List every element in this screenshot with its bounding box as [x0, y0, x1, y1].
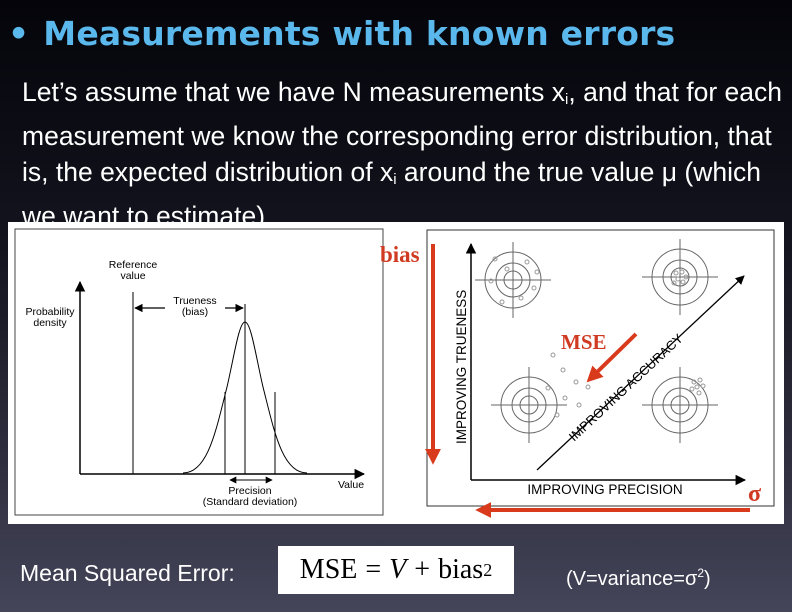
density-label-1: Probability: [25, 306, 75, 318]
precision-label-1: Precision: [228, 485, 271, 497]
bias-label: bias: [380, 242, 420, 267]
trueness-axis-label: IMPROVING TRUENESS: [454, 290, 469, 444]
target-bottom-left: [491, 352, 591, 443]
formula-bias: bias: [438, 554, 484, 585]
title-bullet: •: [8, 14, 30, 53]
formula-equals: =: [365, 554, 382, 585]
formula-plus: +: [414, 554, 431, 585]
formula-mse: MSE: [299, 554, 358, 585]
intro-text-b: , and that for each measurement we know …: [22, 77, 782, 187]
intro-subscript-i: i: [565, 91, 569, 108]
reference-label-2: value: [120, 270, 145, 282]
formula-v: V: [389, 554, 407, 585]
intro-paragraph: Let’s assume that we have N measurements…: [22, 74, 792, 234]
mse-label: MSE: [561, 330, 607, 354]
accuracy-diagonal: [536, 275, 745, 471]
mse-arrow: [586, 332, 638, 383]
mse-caption: Mean Squared Error:: [20, 560, 235, 586]
left-figure-frame: [14, 228, 384, 516]
density-label-2: density: [33, 317, 67, 329]
value-label: Value: [338, 479, 364, 491]
reference-label-1: Reference: [109, 259, 158, 271]
trueness-label-2: (bias): [182, 306, 208, 318]
variance-text: (V=variance=σ: [566, 568, 698, 590]
figure-svg: Reference value Trueness (bias) Probabil…: [14, 228, 775, 518]
title-text: Measurements with known errors: [43, 14, 676, 53]
variance-exponent: 2: [697, 566, 704, 580]
target-top-left: [475, 242, 551, 318]
intro-text-a: Let’s assume that we have N measurements…: [22, 77, 566, 107]
precision-label-2: (Standard deviation): [203, 496, 298, 508]
figure-panel: Reference value Trueness (bias) Probabil…: [8, 222, 784, 524]
sigma-label: σ: [748, 481, 761, 507]
variance-close: ): [704, 568, 711, 590]
variance-note: (V=variance=σ2): [566, 566, 711, 591]
precision-axis-label: IMPROVING PRECISION: [527, 482, 682, 497]
formula-exponent: 2: [483, 559, 493, 580]
gaussian-curve: [182, 321, 308, 474]
mse-formula: MSE = V + bias 2: [278, 546, 514, 594]
target-bottom-right: [642, 367, 718, 443]
slide-title: • Measurements with known errors: [8, 14, 675, 53]
intro-subscript-i2: i: [393, 171, 397, 188]
target-top-right: [642, 239, 718, 315]
trueness-label-1: Trueness: [173, 295, 216, 307]
